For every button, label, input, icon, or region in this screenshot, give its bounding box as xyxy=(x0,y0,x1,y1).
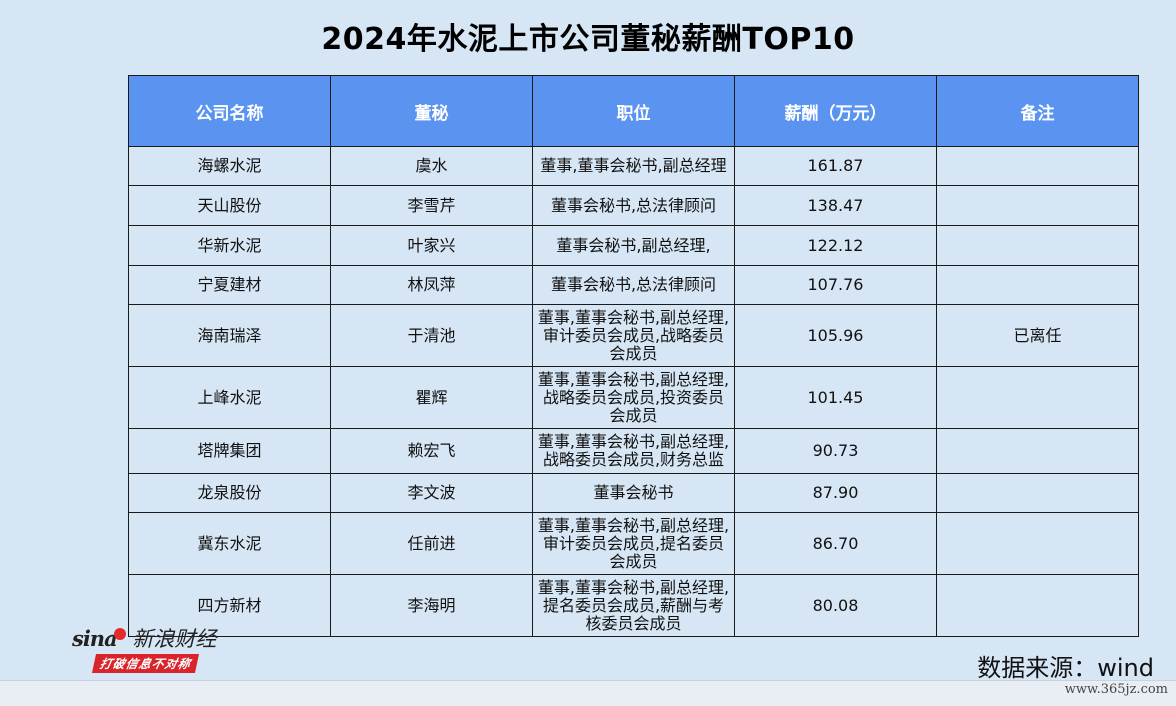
cell-company: 冀东水泥 xyxy=(128,512,331,575)
cell-position: 董事会秘书 xyxy=(532,473,735,513)
cell-position: 董事,董事会秘书,副总经理 xyxy=(532,146,735,186)
logo-brand-cn: 新浪财经 xyxy=(132,627,217,651)
cell-company: 华新水泥 xyxy=(128,225,331,266)
cell-salary: 87.90 xyxy=(734,473,937,513)
cell-secretary: 李海明 xyxy=(330,574,533,637)
cell-company: 龙泉股份 xyxy=(128,473,331,513)
cell-position: 董事,董事会秘书,副总经理,战略委员会成员,财务总监 xyxy=(532,428,735,474)
footer-bar xyxy=(0,680,1176,706)
cell-salary: 86.70 xyxy=(734,512,937,575)
cell-position: 董事,董事会秘书,副总经理,提名委员会成员,薪酬与考核委员会成员 xyxy=(532,574,735,637)
cell-position: 董事,董事会秘书,副总经理,审计委员会成员,提名委员会成员 xyxy=(532,512,735,575)
table-row: 四方新材 李海明 董事,董事会秘书,副总经理,提名委员会成员,薪酬与考核委员会成员 8… xyxy=(128,574,1139,637)
header-position: 职位 xyxy=(532,75,735,147)
header-secretary: 董秘 xyxy=(330,75,533,147)
watermark: www.365jz.com xyxy=(1064,682,1168,697)
cell-secretary: 李文波 xyxy=(330,473,533,513)
cell-salary: 122.12 xyxy=(734,225,937,266)
cell-secretary: 李雪芹 xyxy=(330,185,533,226)
cell-position: 董事会秘书,总法律顾问 xyxy=(532,185,735,226)
header-company: 公司名称 xyxy=(128,75,331,147)
cell-note xyxy=(936,473,1139,513)
header-note: 备注 xyxy=(936,75,1139,147)
cell-company: 宁夏建材 xyxy=(128,265,331,305)
sina-eye-icon xyxy=(113,628,126,640)
table-row: 塔牌集团 赖宏飞 董事,董事会秘书,副总经理,战略委员会成员,财务总监 90.73 xyxy=(128,428,1139,474)
table-body: 海螺水泥 虞水 董事,董事会秘书,副总经理 161.87 天山股份 李雪芹 董事会秘书,总法… xyxy=(128,146,1139,637)
data-source: 数据来源：wind xyxy=(977,654,1154,682)
cell-position: 董事,董事会秘书,副总经理,审计委员会成员,战略委员会成员 xyxy=(532,304,735,367)
cell-note xyxy=(936,265,1139,305)
cell-salary: 90.73 xyxy=(734,428,937,474)
table-row: 龙泉股份 李文波 董事会秘书 87.90 xyxy=(128,473,1139,513)
cell-position: 董事会秘书,副总经理, xyxy=(532,225,735,266)
cell-secretary: 叶家兴 xyxy=(330,225,533,266)
logo-slogan: 打破信息不对称 xyxy=(91,654,200,673)
cell-note xyxy=(936,428,1139,474)
cell-secretary: 任前进 xyxy=(330,512,533,575)
table-header-row: 公司名称 董秘 职位 薪酬（万元） 备注 xyxy=(128,75,1139,147)
cell-note xyxy=(936,512,1139,575)
header-salary: 薪酬（万元） xyxy=(734,75,937,147)
table-row: 海南瑞泽 于清池 董事,董事会秘书,副总经理,审计委员会成员,战略委员会成员 105.… xyxy=(128,304,1139,367)
cell-salary: 101.45 xyxy=(734,366,937,429)
cell-secretary: 赖宏飞 xyxy=(330,428,533,474)
cell-note xyxy=(936,574,1139,637)
cell-salary: 107.76 xyxy=(734,265,937,305)
cell-secretary: 虞水 xyxy=(330,146,533,186)
cell-company: 海南瑞泽 xyxy=(128,304,331,367)
cell-secretary: 林凤萍 xyxy=(330,265,533,305)
table-row: 冀东水泥 任前进 董事,董事会秘书,副总经理,审计委员会成员,提名委员会成员 86.7… xyxy=(128,512,1139,575)
cell-secretary: 瞿辉 xyxy=(330,366,533,429)
table-row: 上峰水泥 瞿辉 董事,董事会秘书,副总经理,战略委员会成员,投资委员会成员 101.4… xyxy=(128,366,1139,429)
cell-position: 董事,董事会秘书,副总经理,战略委员会成员,投资委员会成员 xyxy=(532,366,735,429)
table-row: 海螺水泥 虞水 董事,董事会秘书,副总经理 161.87 xyxy=(128,146,1139,186)
cell-note xyxy=(936,366,1139,429)
cell-company: 上峰水泥 xyxy=(128,366,331,429)
cell-note xyxy=(936,225,1139,266)
table-row: 天山股份 李雪芹 董事会秘书,总法律顾问 138.47 xyxy=(128,185,1139,226)
cell-salary: 161.87 xyxy=(734,146,937,186)
cell-salary: 138.47 xyxy=(734,185,937,226)
cell-company: 海螺水泥 xyxy=(128,146,331,186)
salary-table: 公司名称 董秘 职位 薪酬（万元） 备注 海螺水泥 虞水 董事,董事会秘书,副总经理… xyxy=(128,75,1139,637)
table-row: 宁夏建材 林凤萍 董事会秘书,总法律顾问 107.76 xyxy=(128,265,1139,305)
page-title: 2024年水泥上市公司董秘薪酬TOP10 xyxy=(321,22,855,57)
cell-salary: 80.08 xyxy=(734,574,937,637)
logo-brand: sina xyxy=(72,626,118,651)
cell-note xyxy=(936,146,1139,186)
cell-company: 塔牌集团 xyxy=(128,428,331,474)
cell-company: 四方新材 xyxy=(128,574,331,637)
sina-finance-logo: sina 新浪财经 打破信息不对称 xyxy=(72,623,232,675)
table-row: 华新水泥 叶家兴 董事会秘书,副总经理, 122.12 xyxy=(128,225,1139,266)
cell-company: 天山股份 xyxy=(128,185,331,226)
cell-secretary: 于清池 xyxy=(330,304,533,367)
cell-note xyxy=(936,185,1139,226)
cell-position: 董事会秘书,总法律顾问 xyxy=(532,265,735,305)
cell-salary: 105.96 xyxy=(734,304,937,367)
cell-note: 已离任 xyxy=(936,304,1139,367)
